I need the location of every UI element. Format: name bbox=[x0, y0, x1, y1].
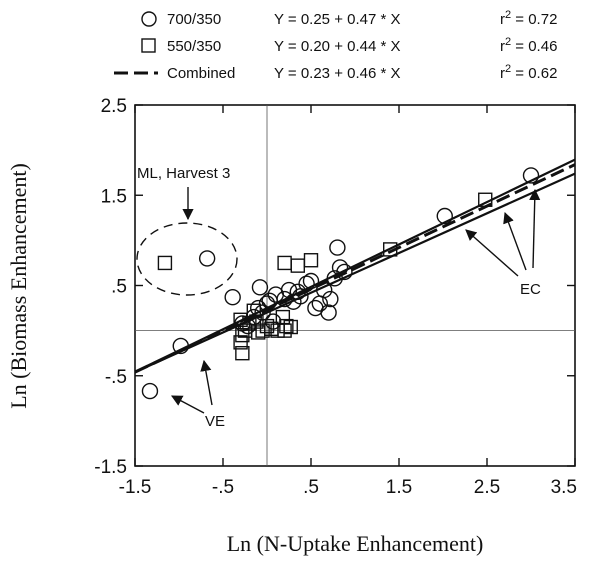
point-circle bbox=[302, 272, 320, 290]
x-tick-label: -1.5 bbox=[119, 477, 152, 498]
legend-equation: Y = 0.23 + 0.46 * X bbox=[274, 65, 401, 82]
point-square bbox=[255, 323, 270, 338]
ve-label: VE bbox=[205, 413, 225, 430]
point-circle bbox=[141, 382, 159, 400]
point-square bbox=[233, 312, 248, 327]
point-square bbox=[259, 318, 275, 334]
point-circle bbox=[320, 304, 337, 321]
ve-arrow-2 bbox=[200, 359, 213, 406]
legend-r2: r2 = 0.46 bbox=[500, 36, 557, 55]
x-tick-label: .5 bbox=[303, 477, 319, 498]
point-circle bbox=[172, 337, 189, 355]
ec-arrow-2 bbox=[503, 211, 527, 271]
legend-row-1: 550/350 Y = 0.20 + 0.44 * X r2 = 0.46 bbox=[141, 36, 557, 55]
point-circle bbox=[331, 259, 349, 276]
point-square bbox=[383, 242, 398, 257]
legend-row-2: Combined Y = 0.23 + 0.46 * X r2 = 0.62 bbox=[114, 63, 557, 82]
legend-r2: r2 = 0.62 bbox=[500, 63, 557, 82]
point-circle bbox=[258, 295, 276, 312]
point-circle bbox=[436, 207, 453, 225]
x-axis-title: Ln (N-Uptake Enhancement) bbox=[227, 531, 484, 556]
legend-row-0: 700/350 Y = 0.25 + 0.47 * X r2 = 0.72 bbox=[141, 9, 557, 28]
x-tick-label: -.5 bbox=[212, 477, 234, 498]
legend-equation: Y = 0.25 + 0.47 * X bbox=[274, 11, 401, 28]
ve-arrow-1 bbox=[171, 395, 205, 414]
point-square bbox=[235, 345, 250, 361]
y-axis-title: Ln (Biomass Enhancement) bbox=[6, 163, 31, 409]
point-circle bbox=[289, 283, 306, 301]
point-square bbox=[233, 335, 248, 350]
data-points bbox=[141, 167, 540, 400]
point-square bbox=[290, 258, 305, 273]
ml-harvest-label: ML, Harvest 3 bbox=[137, 165, 230, 182]
point-square bbox=[246, 303, 262, 318]
point-square bbox=[478, 192, 493, 207]
legend-series-name: 700/350 bbox=[167, 11, 221, 28]
point-circle bbox=[336, 263, 353, 281]
point-square bbox=[283, 319, 298, 335]
point-circle bbox=[298, 275, 315, 292]
y-tick-label: -.5 bbox=[105, 367, 127, 388]
point-square bbox=[157, 255, 173, 271]
legend-square-marker bbox=[141, 38, 156, 53]
legend-circle-marker bbox=[141, 11, 157, 27]
tick-labels: -1.5 -.5 .5 1.5 2.5 3.5 -1.5 -.5 .5 1.5 2.5 bbox=[94, 96, 577, 498]
x-tick-label: 3.5 bbox=[551, 477, 577, 498]
legend-series-name: 550/350 bbox=[167, 38, 221, 55]
legend-equation: Y = 0.20 + 0.44 * X bbox=[274, 38, 401, 55]
x-tick-label: 2.5 bbox=[474, 477, 500, 498]
point-square bbox=[303, 253, 319, 268]
regression-lines bbox=[134, 158, 576, 374]
ml-highlight-ellipse bbox=[136, 222, 238, 296]
ec-label: EC bbox=[520, 281, 541, 298]
legend: 700/350 Y = 0.25 + 0.47 * X r2 = 0.72 55… bbox=[114, 9, 557, 82]
point-circle bbox=[322, 290, 339, 308]
regression-line-combined bbox=[134, 163, 576, 374]
y-tick-label: .5 bbox=[111, 277, 127, 298]
ec-arrow-1 bbox=[465, 229, 519, 277]
point-circle bbox=[326, 270, 343, 287]
ec-arrow-3 bbox=[529, 188, 541, 269]
legend-series-name: Combined bbox=[167, 65, 235, 82]
y-tick-label: -1.5 bbox=[94, 457, 127, 478]
point-circle bbox=[316, 281, 333, 299]
y-tick-label: 2.5 bbox=[101, 96, 127, 117]
point-circle bbox=[198, 250, 216, 267]
point-circle bbox=[251, 279, 269, 296]
y-tick-label: 1.5 bbox=[101, 186, 127, 207]
legend-r2: r2 = 0.72 bbox=[500, 9, 557, 28]
x-tick-label: 1.5 bbox=[386, 477, 412, 498]
point-circle bbox=[329, 239, 346, 256]
point-square bbox=[279, 318, 294, 334]
annotations: ML, Harvest 3 VE EC bbox=[136, 165, 541, 430]
axis-ticks bbox=[134, 104, 576, 467]
point-circle bbox=[276, 290, 293, 308]
point-square bbox=[277, 255, 292, 271]
point-circle bbox=[522, 167, 540, 184]
point-circle bbox=[224, 289, 241, 306]
